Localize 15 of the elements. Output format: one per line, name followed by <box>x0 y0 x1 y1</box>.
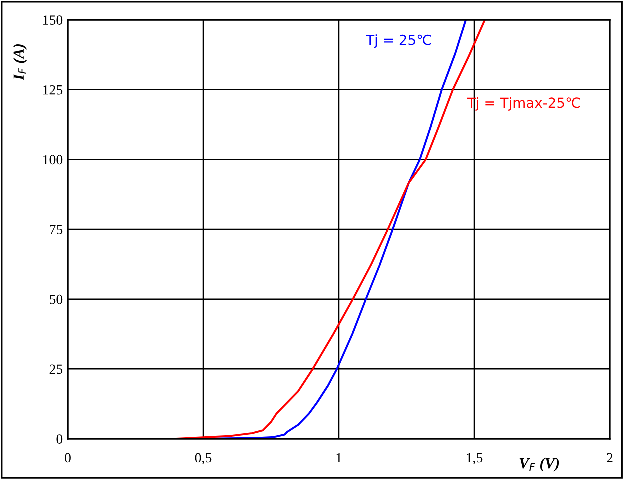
x-tick-label: 2 <box>607 453 613 463</box>
y-tick-label: 100 <box>44 155 63 165</box>
x-tick-label: 1 <box>336 453 342 463</box>
y-tick-label: 75 <box>50 225 63 234</box>
y-tick-label: 125 <box>44 85 63 95</box>
y-tick-label: 50 <box>50 294 63 304</box>
x-axis-title: V$_{F}$ (V) <box>520 458 560 472</box>
series-label: Tj = 25℃ <box>366 34 432 48</box>
y-axis-title: I$_{F}$ (A) <box>13 44 28 81</box>
y-tick-label: 25 <box>50 364 63 374</box>
x-tick-label: 0 <box>65 453 71 463</box>
x-tick-label: 0,5 <box>195 453 212 465</box>
y-tick-label: 0 <box>56 434 63 444</box>
x-tick-label: 1,5 <box>467 453 483 465</box>
y-tick-label: 150 <box>44 16 63 25</box>
